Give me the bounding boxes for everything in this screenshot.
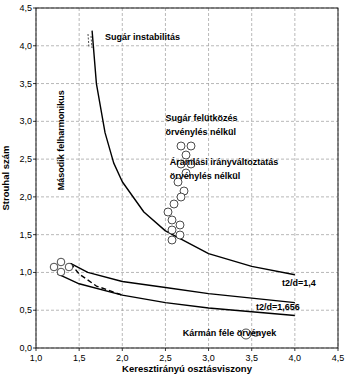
plot-frame [36,8,338,348]
x-grid-line [251,8,252,348]
x-tick-label: 4,5 [332,353,345,363]
x-grid-line [294,8,295,348]
tube-icon [168,216,176,224]
x-tick-label: 1,5 [73,353,86,363]
y-tick-label: 4,5 [19,3,32,13]
y-tick-label: 4,0 [19,41,32,51]
tube-icons [50,34,260,339]
x-tick-label: 2,5 [159,353,172,363]
x-tick-label: 4,0 [289,353,302,363]
x-tick-label: 3,0 [202,353,215,363]
annotation: Második felharmonikus [56,90,66,190]
annotation: örvénylés nélkül [170,171,241,181]
annotation: t2/d=1,4 [282,278,316,288]
chart-container: 1,0 1,5 2,0 2,5 3,0 3,5 4,0 4,5 0,0 0,5 1,0 1,5 2,0 2… [0,0,350,380]
y-tick-label: 1,0 [19,267,32,277]
x-tick [294,348,295,351]
annotation: Sugár felütközés [165,113,237,123]
y-grid-line [36,234,338,235]
y-grid-line [36,45,338,46]
tube-icon [57,268,65,276]
x-grid-line [122,8,123,348]
y-tick-label: 0,5 [19,305,32,315]
y-tick-label: 0,0 [19,343,32,353]
annotation: t2/d=1,656 [256,302,300,312]
grid [33,8,338,351]
chart-svg: 1,0 1,5 2,0 2,5 3,0 3,5 4,0 4,5 0,0 0,5 1,0 1,5 2,0 2… [0,0,350,380]
tube-icon [176,221,184,229]
annotation: Áramlási irányváltoztatás [170,157,279,167]
x-tick-label: 1,0 [30,353,43,363]
tube-icon [57,258,65,266]
tube-icon [187,142,195,150]
tube-icon [50,263,58,271]
y-grid-line [36,83,338,84]
y-tick-label: 2,5 [19,154,32,164]
jet-icon [88,34,92,48]
tube-icon [170,200,178,208]
x-tick [165,348,166,351]
series-line [92,31,295,275]
y-grid-line [36,196,338,197]
annotation: Sugár instabilitás [105,32,180,42]
y-tick-label: 3,5 [19,79,32,89]
tube-icon [65,263,73,271]
y-tick-label: 1,5 [19,230,32,240]
x-tick-label: 3,5 [245,353,258,363]
x-tick [36,348,37,351]
tube-icon [177,142,185,150]
annotation: örvénylés nélkül [165,127,236,137]
annotation: Kármán féle örvények [183,328,278,338]
y-axis-title: Strouhal szám [0,146,11,211]
series-line [71,263,123,295]
y-tick-label: 3,0 [19,116,32,126]
x-tick [208,348,209,351]
tube-icon [168,226,176,234]
x-tick [251,348,252,351]
x-grid-line [79,8,80,348]
x-tick-label: 2,0 [116,353,129,363]
x-tick [122,348,123,351]
tube-icon [168,236,176,244]
tube-icon [176,231,184,239]
tube-icon [164,208,172,216]
y-grid-line [36,272,338,273]
x-tick [79,348,80,351]
x-axis-title: Keresztirányú osztásviszony [122,363,253,374]
x-tick [338,348,339,351]
y-tick-label: 2,0 [19,192,32,202]
tube-icon [177,193,185,201]
series-group [58,31,295,316]
series-line [71,263,295,302]
x-grid-line [165,8,166,348]
